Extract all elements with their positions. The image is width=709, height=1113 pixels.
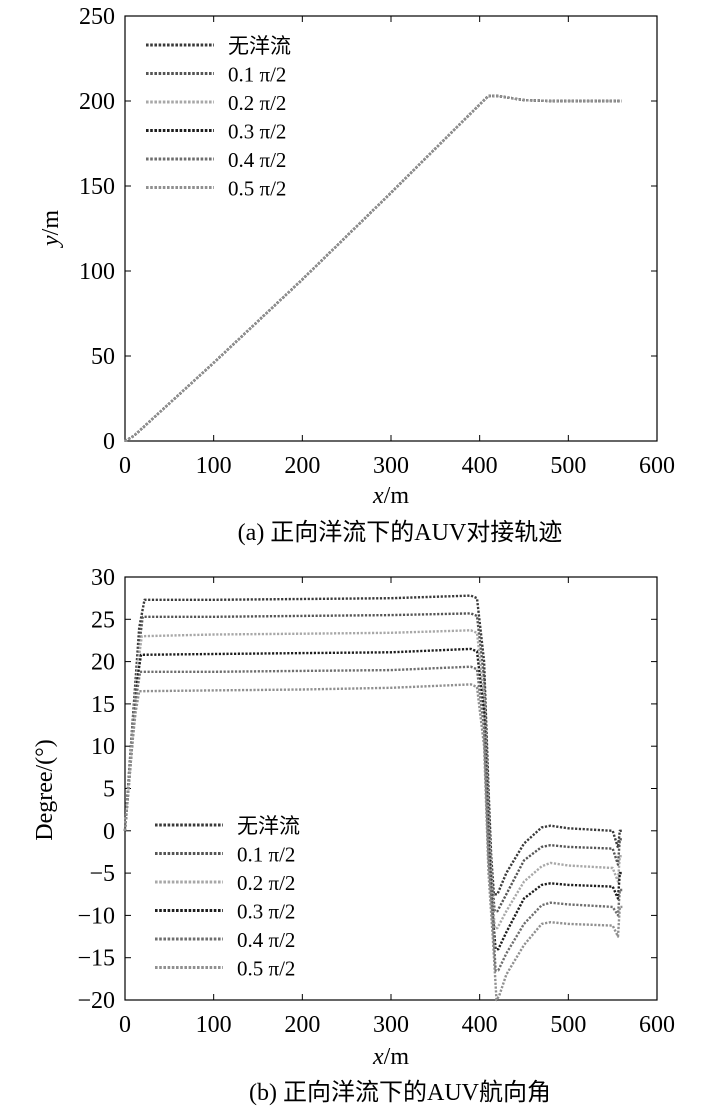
series-line-1	[124, 94, 622, 443]
x-tick-label: 400	[462, 1012, 498, 1038]
legend-label-6: 0.5 π/2	[237, 957, 295, 981]
y-tick-label: −5	[89, 861, 115, 887]
y-tick-label: −15	[77, 946, 115, 972]
y-tick-label: 150	[79, 174, 115, 200]
legend-label-5: 0.4 π/2	[237, 928, 295, 952]
x-axis-label: x/m	[372, 483, 409, 509]
x-tick-label: 500	[550, 453, 586, 479]
series-line-6	[123, 683, 623, 1002]
y-axis-label: Degree/(°)	[32, 739, 58, 841]
x-tick-label: 0	[119, 453, 131, 479]
legend-label-6: 0.5 π/2	[228, 177, 286, 201]
x-tick-label: 600	[639, 1012, 675, 1038]
plot-frame	[124, 15, 658, 442]
y-tick-label: 5	[103, 777, 115, 803]
series-line-6	[124, 94, 622, 443]
series-line-4	[124, 94, 622, 443]
series-line-1	[123, 594, 623, 896]
y-tick-label: 15	[91, 692, 115, 718]
y-tick-label: 200	[79, 89, 115, 115]
legend-label-1: 无洋流	[228, 34, 291, 58]
figure-caption: (a) 正向洋流下的AUV对接轨迹	[238, 519, 563, 546]
x-axis-label: x/m	[372, 1044, 409, 1070]
legend-label-3: 0.2 π/2	[228, 91, 286, 115]
figure-caption: (b) 正向洋流下的AUV航向角	[249, 1079, 551, 1106]
panel-b-heading-angle-chart: 0 100 200 300 400 500 600 −20 −15 −10 −5 0 5 10 15 20 25…	[32, 565, 675, 1106]
x-tick-label: 200	[284, 453, 320, 479]
x-tick-label: 100	[196, 453, 232, 479]
y-tick-label: 10	[91, 734, 115, 760]
series-line-3	[123, 629, 623, 930]
y-tick-label: 50	[91, 344, 115, 370]
series-line-5	[123, 665, 623, 972]
y-tick-label: −10	[77, 903, 115, 929]
y-tick-label: 100	[79, 259, 115, 285]
series-line-5	[124, 94, 622, 443]
series-line-2	[123, 612, 623, 913]
y-axis-label: y/m	[38, 210, 64, 248]
legend-label-2: 0.1 π/2	[228, 63, 286, 87]
x-tick-label: 300	[373, 453, 409, 479]
legend-label-5: 0.4 π/2	[228, 148, 286, 172]
y-tick-label: 20	[91, 650, 115, 676]
plot-frame	[124, 576, 658, 1001]
x-tick-label: 300	[373, 1012, 409, 1038]
y-tick-label: 25	[91, 607, 115, 633]
y-tick-label: 30	[91, 565, 115, 591]
series-line-3	[124, 94, 622, 443]
y-tick-label: 0	[103, 819, 115, 845]
x-tick-label: 0	[119, 1012, 131, 1038]
panel-a-trajectory-chart: 0 100 200 300 400 500 600 0 50 100 150 200 250 无洋流 0.1…	[38, 4, 675, 546]
legend-label-4: 0.3 π/2	[237, 900, 295, 924]
series-line-2	[124, 94, 622, 443]
legend-label-1: 无洋流	[237, 814, 300, 838]
x-tick-label: 200	[284, 1012, 320, 1038]
legend-label-3: 0.2 π/2	[237, 871, 295, 895]
legend-label-4: 0.3 π/2	[228, 120, 286, 144]
y-tick-label: 250	[79, 4, 115, 30]
y-tick-label: 0	[103, 429, 115, 455]
x-tick-label: 500	[550, 1012, 586, 1038]
x-tick-label: 400	[462, 453, 498, 479]
x-tick-label: 100	[196, 1012, 232, 1038]
legend-label-2: 0.1 π/2	[237, 843, 295, 867]
x-tick-label: 600	[639, 453, 675, 479]
y-tick-label: −20	[77, 988, 115, 1014]
